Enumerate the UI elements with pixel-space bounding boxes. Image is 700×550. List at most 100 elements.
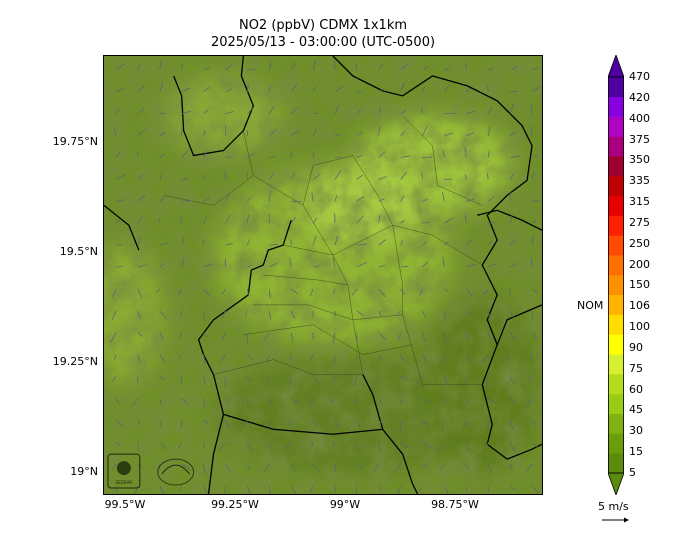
wind-vector — [181, 63, 183, 70]
wind-vector — [400, 155, 410, 158]
wind-vector — [159, 242, 168, 246]
wind-vector — [115, 219, 121, 224]
wind-vector — [378, 88, 385, 93]
wind-vector — [247, 107, 254, 115]
wind-vector — [269, 262, 278, 268]
wind-vector — [284, 441, 292, 450]
wind-vector — [289, 257, 292, 268]
wind-vector — [225, 111, 234, 115]
wind-vector — [483, 288, 489, 295]
wind-vector — [488, 398, 497, 404]
wind-vector — [159, 398, 162, 406]
wind-vector — [203, 332, 208, 338]
x-tick-label: 99.25°W — [211, 498, 259, 511]
wind-vector — [269, 244, 278, 246]
wind-vector — [111, 310, 117, 321]
wind-vector — [203, 130, 206, 136]
wind-vector — [246, 288, 250, 296]
wind-vector — [378, 442, 381, 452]
wind-vector — [531, 235, 534, 246]
wind-vector — [356, 243, 368, 246]
wind-vector — [312, 152, 315, 158]
wind-vector — [159, 263, 164, 268]
colorbar-segment — [608, 314, 624, 335]
wind-vector — [422, 398, 432, 405]
wind-vector — [203, 485, 208, 494]
wind-vector — [466, 110, 477, 115]
wind-vector — [334, 86, 343, 93]
wind-vector — [137, 354, 141, 362]
wind-vector — [312, 128, 317, 136]
wind-vector — [486, 442, 489, 448]
wind-vector — [203, 197, 211, 202]
colorbar-extend-max — [608, 55, 624, 78]
wind-vector — [245, 310, 248, 316]
wind-vector — [159, 485, 165, 494]
wind-vector — [268, 288, 271, 299]
wind-vector — [334, 310, 337, 317]
wind-vector — [288, 420, 292, 427]
wind-vector — [488, 68, 494, 71]
wind-vector — [378, 332, 387, 340]
wind-vector — [400, 354, 405, 362]
wind-vector — [246, 83, 249, 92]
wind-vector — [290, 107, 298, 115]
wind-vector — [159, 420, 162, 427]
colorbar-segment — [608, 453, 624, 474]
wind-vector — [134, 485, 139, 494]
wind-vector — [440, 354, 445, 362]
colorbar-label: 375 — [629, 132, 650, 146]
wind-vector — [312, 217, 318, 224]
wind-vector — [290, 83, 298, 93]
wind-vector — [488, 222, 496, 224]
wind-vector — [203, 354, 206, 364]
colorbar-label: 5 — [629, 466, 636, 479]
wind-vector — [177, 288, 182, 295]
colorbar-segment — [608, 215, 624, 236]
wind-vector — [290, 485, 297, 494]
wind-vector — [400, 219, 405, 224]
wind-vector — [309, 485, 314, 493]
wind-vector — [487, 107, 493, 114]
colorbar-label: 315 — [629, 195, 650, 209]
wind-vector — [268, 310, 272, 320]
wind-vector — [487, 310, 491, 321]
wind-vector — [444, 83, 451, 93]
wind-vector — [224, 485, 226, 494]
wind-vector — [115, 63, 125, 71]
wind-vector — [308, 398, 314, 408]
wind-vector — [356, 174, 363, 180]
wind-vector — [181, 150, 189, 158]
colorbar-segment — [608, 176, 624, 197]
wind-vector — [400, 63, 408, 71]
colorbar-segment — [608, 294, 624, 315]
wind-vector — [509, 442, 515, 452]
wind-vector — [219, 441, 226, 451]
wind-vector — [247, 376, 252, 383]
wind-vector — [531, 67, 540, 71]
y-tick-label: 19.75°N — [52, 135, 98, 148]
wind-vector — [354, 398, 358, 404]
colorbar-label: 100 — [629, 320, 650, 334]
wind-vector — [159, 376, 165, 381]
wind-vector — [422, 198, 428, 202]
municipal-lines — [163, 115, 483, 385]
wind-vector — [332, 257, 336, 268]
wind-vector — [509, 310, 515, 318]
wind-vector — [312, 376, 319, 383]
colorbar-label: 75 — [629, 361, 643, 375]
wind-vector — [290, 463, 296, 472]
wind-vector — [137, 264, 148, 268]
wind-vector — [440, 463, 445, 472]
wind-vector — [203, 288, 211, 296]
colorbar-label: 106 — [629, 299, 650, 313]
wind-vector — [111, 288, 117, 298]
wind-vector — [531, 171, 535, 180]
map-title: NO2 (ppbV) CDMX 1x1km — [238, 18, 408, 33]
wind-vector — [356, 195, 365, 202]
wind-vector — [178, 442, 182, 449]
wind-vector — [400, 265, 409, 268]
colorbar-label: 15 — [629, 445, 643, 459]
wind-vector — [510, 155, 521, 158]
wind-vector — [509, 332, 516, 340]
